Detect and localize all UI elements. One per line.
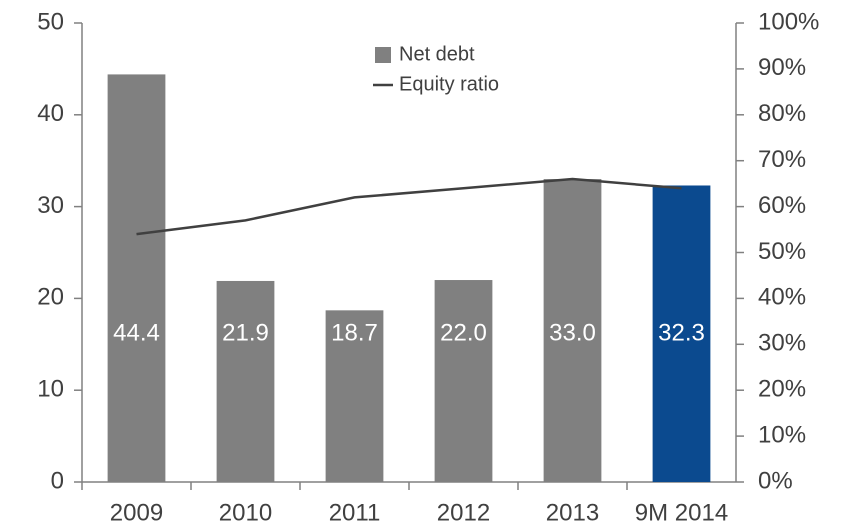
- data-label: 18.7: [331, 319, 378, 346]
- y2-tick-label: 40%: [758, 284, 806, 311]
- data-label: 32.3: [658, 319, 705, 346]
- x-tick-label: 2009: [110, 499, 163, 526]
- x-tick-label: 2010: [219, 499, 272, 526]
- y2-tick-label: 50%: [758, 238, 806, 265]
- y2-tick-label: 0%: [758, 467, 793, 494]
- bar: [107, 74, 166, 483]
- y-tick-label: 0: [51, 467, 64, 494]
- legend-label: Net debt: [399, 43, 475, 65]
- bar: [325, 310, 384, 482]
- y2-tick-label: 70%: [758, 146, 806, 173]
- y2-tick-label: 30%: [758, 330, 806, 357]
- data-label: 33.0: [549, 319, 596, 346]
- x-tick-label: 2013: [546, 499, 599, 526]
- legend-swatch: [375, 47, 391, 63]
- y2-tick-label: 20%: [758, 376, 806, 403]
- line: [136, 177, 682, 236]
- data-label: 21.9: [222, 319, 269, 346]
- x-tick-label: 2011: [329, 499, 381, 526]
- y-tick-label: 10: [37, 376, 64, 403]
- legend-label: Equity ratio: [399, 73, 499, 95]
- y-tick-label: 40: [37, 100, 64, 127]
- y-tick-label: 50: [37, 8, 64, 35]
- y2-tick-label: 80%: [758, 100, 806, 127]
- bar: [216, 280, 275, 482]
- x-tick-label: 9M 2014: [635, 499, 728, 526]
- y2-tick-label: 90%: [758, 54, 806, 81]
- y2-tick-label: 100%: [758, 8, 819, 35]
- y2-tick-label: 60%: [758, 192, 806, 219]
- data-label: 22.0: [440, 319, 487, 346]
- x-tick-label: 2012: [437, 499, 490, 526]
- y-tick-label: 30: [37, 192, 64, 219]
- bar: [652, 185, 711, 482]
- y-tick-label: 20: [37, 284, 64, 311]
- bar: [434, 280, 493, 482]
- bar: [543, 179, 602, 482]
- y2-tick-label: 10%: [758, 421, 806, 448]
- data-label: 44.4: [113, 319, 160, 346]
